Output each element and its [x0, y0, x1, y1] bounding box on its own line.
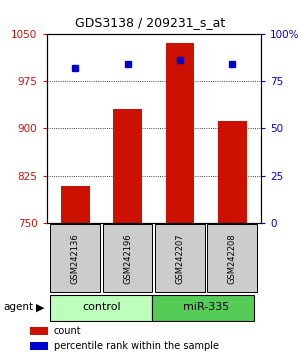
Bar [30, 342, 48, 350]
Bar [155, 224, 205, 292]
Bar [207, 224, 257, 292]
Bar [50, 224, 100, 292]
Bar [152, 295, 254, 321]
Text: agent: agent [3, 302, 33, 313]
Bar [113, 109, 142, 223]
Text: GDS3138 / 209231_s_at: GDS3138 / 209231_s_at [75, 16, 225, 29]
Bar [218, 121, 247, 223]
Text: control: control [82, 302, 121, 313]
Text: count: count [54, 326, 82, 336]
Text: ▶: ▶ [36, 302, 45, 313]
Bar [61, 187, 90, 223]
Bar [166, 43, 194, 223]
Text: GSM242196: GSM242196 [123, 233, 132, 284]
Bar [50, 295, 152, 321]
Bar [30, 327, 48, 335]
Text: GSM242136: GSM242136 [71, 233, 80, 284]
Text: GSM242207: GSM242207 [176, 233, 184, 284]
Bar [103, 224, 152, 292]
Text: percentile rank within the sample: percentile rank within the sample [54, 341, 219, 351]
Text: GSM242208: GSM242208 [228, 233, 237, 284]
Text: miR-335: miR-335 [183, 302, 229, 313]
